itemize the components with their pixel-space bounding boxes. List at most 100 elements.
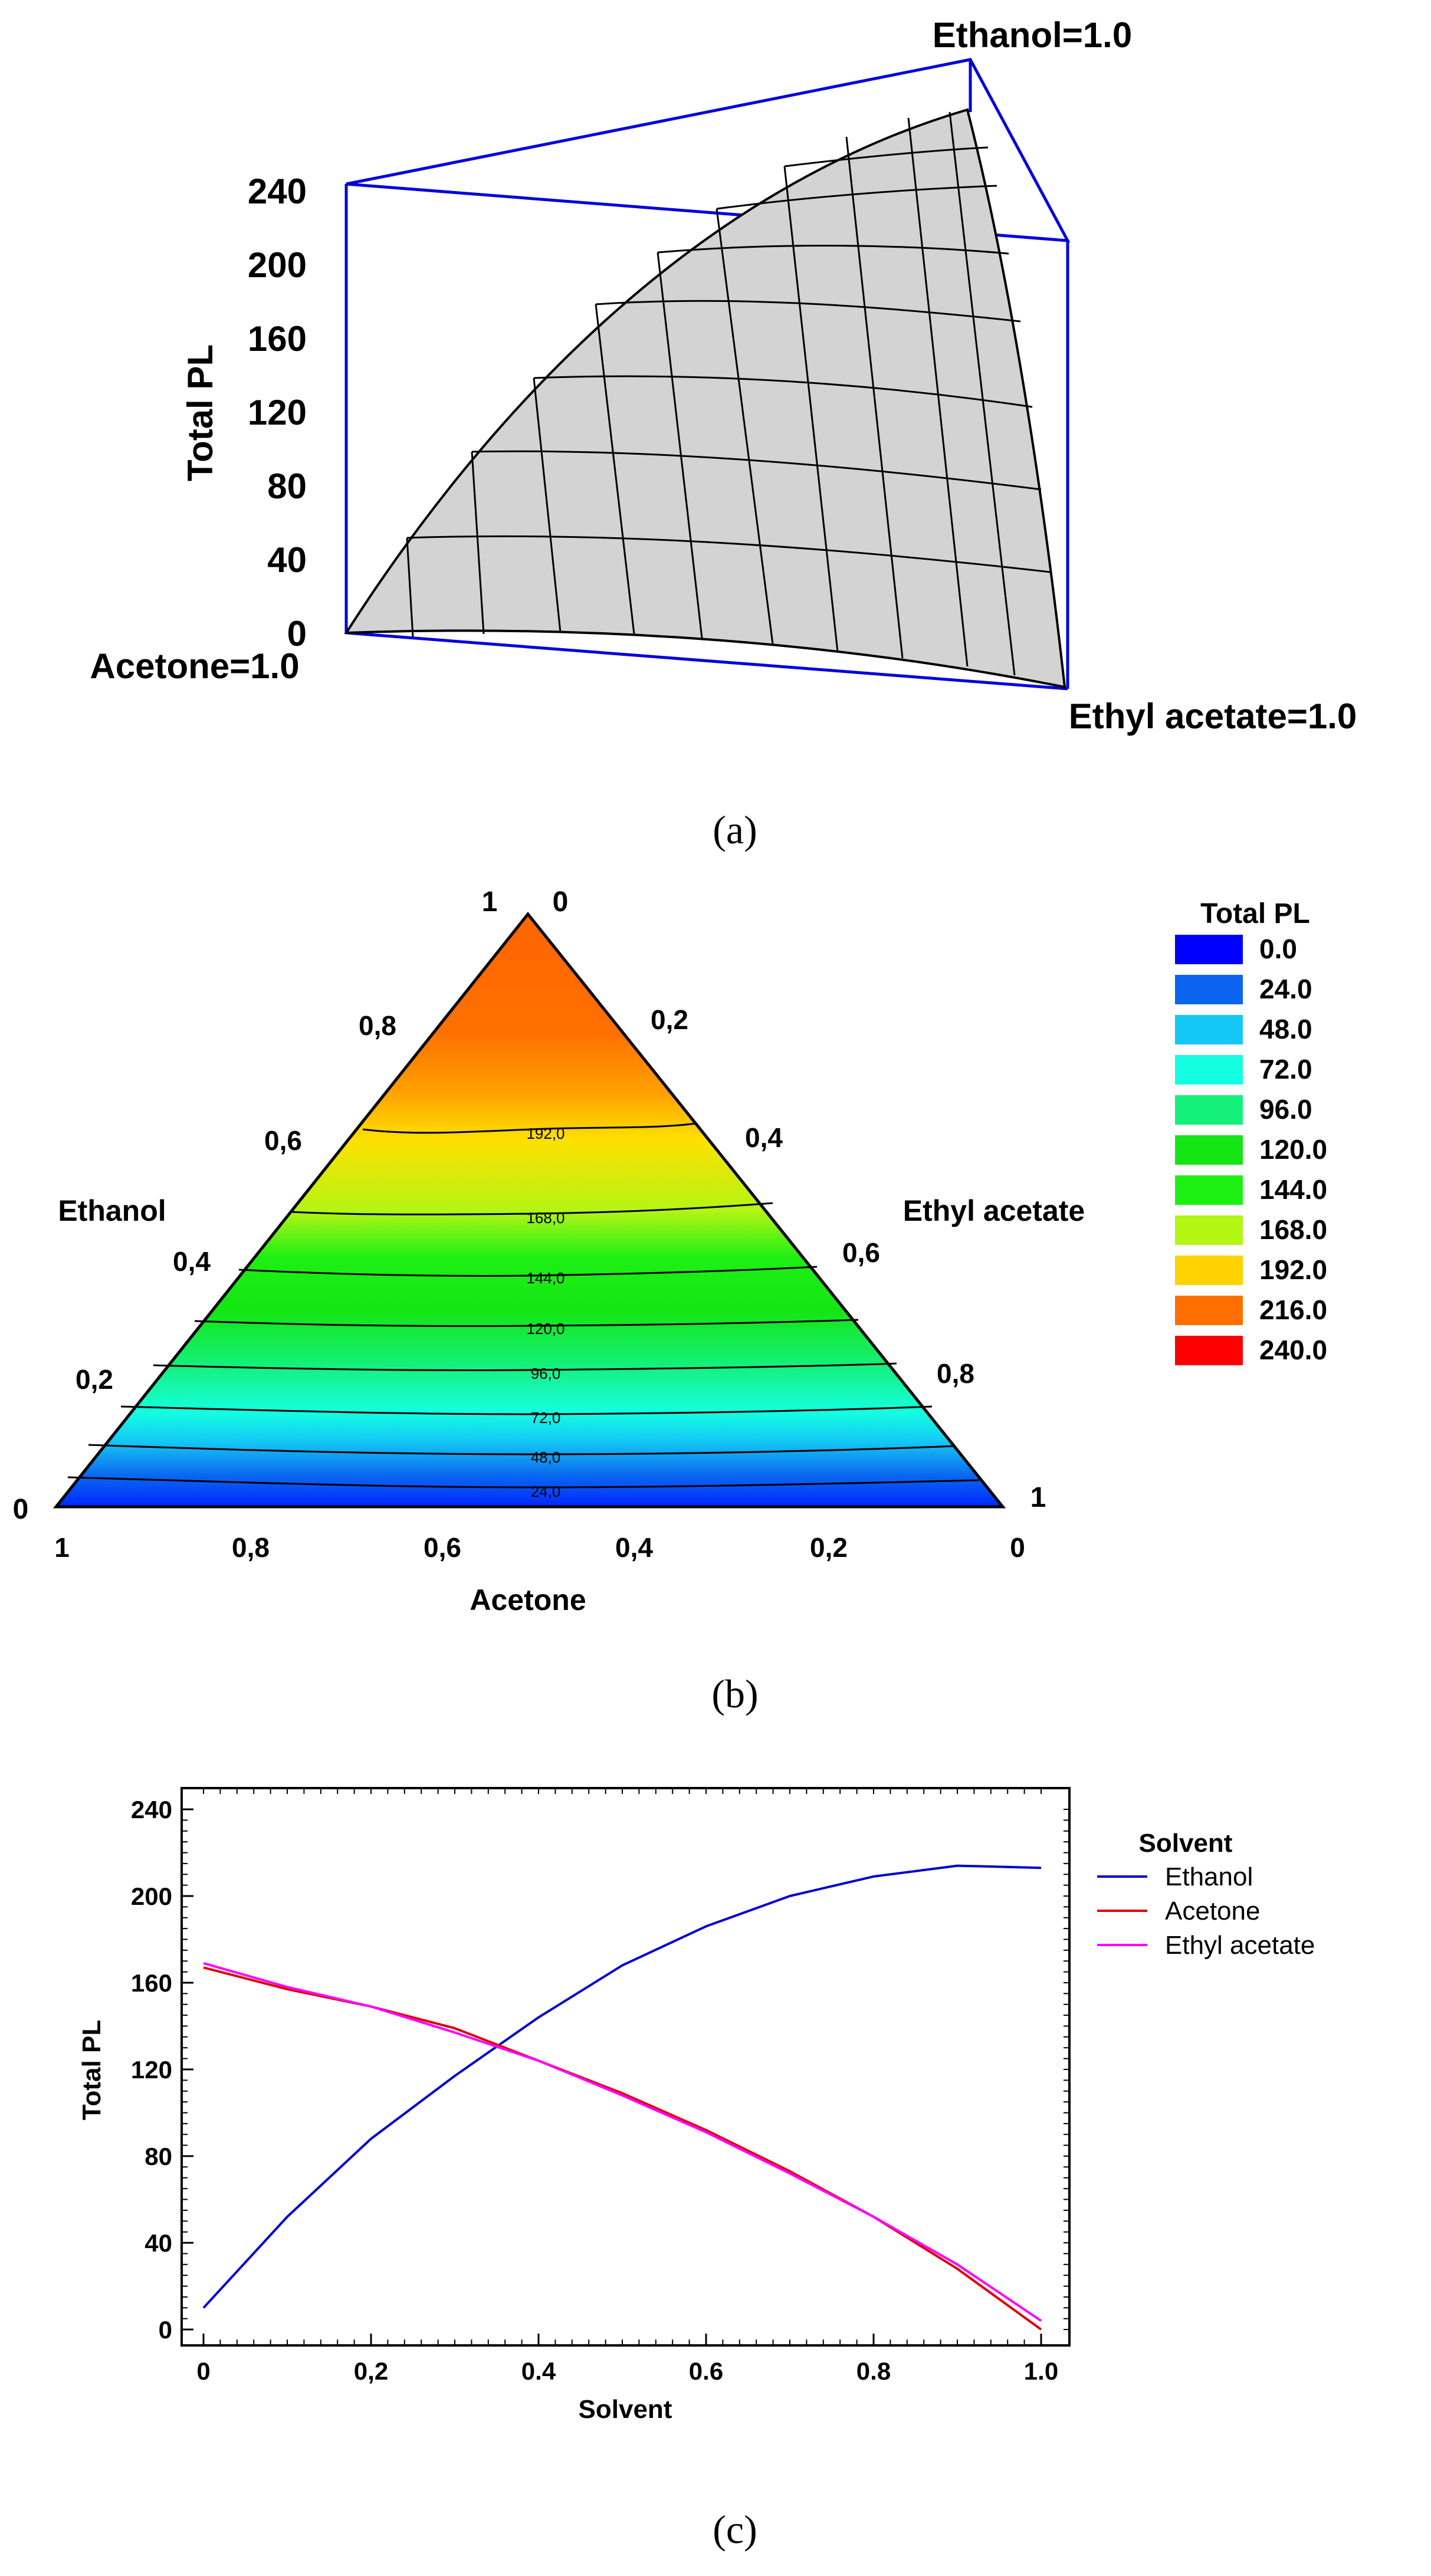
vertex-label-ethanol: Ethanol=1.0 [933,15,1132,55]
legend-label: 24.0 [1259,974,1312,1004]
ethanol-tick-label: 0,8 [359,1010,396,1041]
color-legend: 0.0 24.0 48.0 72.0 96.0 120.0 144.0 168.0 192.0 2… [1175,934,1327,1365]
caption-b: (b) [711,1671,758,1716]
ethanol-axis-ticks: 0,8 0,6 0,4 0,2 [76,1010,396,1395]
contour-label: 120,0 [526,1320,564,1338]
y-tick-label: 200 [131,1882,172,1910]
minor-ticks [182,1788,1069,2345]
panel-a-surface-plot: Ethanol=1.0 Acetone=1.0 Ethyl acetate=1.… [90,15,1357,852]
legend-label: 0.0 [1259,934,1297,964]
y-axis-ticks: 0 40 80 120 160 200 240 [131,1796,193,2344]
legend-swatch [1175,1015,1243,1044]
ethyl-acetate-tick-label: 0,8 [937,1358,974,1389]
axis-title-ethanol: Ethanol [58,1194,166,1227]
legend-label: 240.0 [1259,1335,1327,1365]
y-tick-label: 80 [145,2143,172,2170]
series-lines [202,1864,1042,2331]
acetone-axis-ticks: 1 0,8 0,6 0,4 0,2 0 [54,1532,1025,1563]
series-line-ethyl-acetate [203,1961,1042,2322]
x-tick-label: 0.8 [856,2357,891,2385]
legend-swatch [1175,1256,1243,1285]
z-axis-title: Total PL [180,344,220,481]
vertex-label-acetone: Acetone=1.0 [90,646,299,686]
y-tick-label: 40 [145,2229,172,2257]
legend-swatch [1175,1336,1243,1365]
contour-label: 192,0 [526,1125,564,1142]
y-tick-label: 0 [159,2316,172,2344]
legend-swatch [1175,1175,1243,1205]
x-tick-label: 0.6 [689,2357,723,2385]
contour-label: 96,0 [531,1365,561,1382]
legend-label: 216.0 [1259,1294,1327,1325]
x-axis-ticks: 0 0,2 0.4 0.6 0.8 1.0 [196,2334,1058,2385]
legend-label: 96.0 [1259,1094,1312,1125]
contour-labels: 192,0 168,0 144,0 120,0 96,0 72,0 48,0 24,0 [526,1125,564,1500]
series-line-acetone [203,1966,1042,2331]
y-tick-label: 160 [131,1969,172,1997]
z-tick-label: 0 [287,614,307,653]
z-tick-label: 200 [248,245,307,285]
y-tick-label: 240 [131,1796,172,1823]
legend-title: Total PL [1200,898,1310,929]
response-surface [344,108,1066,689]
y-tick-label: 120 [131,2056,172,2084]
apex-label-ethanol: 1 [482,886,498,918]
z-tick-label: 120 [248,393,307,432]
axis-title-ethyl-acetate: Ethyl acetate [903,1194,1085,1227]
legend-swatch [1175,1296,1243,1325]
ethyl-acetate-tick-label: 0,2 [651,1004,688,1035]
legend-series-label: Acetone [1165,1897,1260,1926]
apex-label-ethyl-acetate: 0 [553,886,569,918]
legend-series-label: Ethyl acetate [1165,1931,1315,1960]
z-tick-label: 80 [267,466,307,506]
plot-frame [180,1787,1071,2347]
x-tick-label: 0 [196,2357,210,2385]
contour-label: 24,0 [531,1483,561,1500]
legend-label: 168.0 [1259,1214,1327,1245]
legend-swatch [1175,1055,1243,1085]
legend-swatch [1175,1215,1243,1245]
acetone-tick-label: 0,6 [424,1532,461,1563]
acetone-tick-label: 1 [54,1532,70,1563]
z-tick-label: 40 [267,540,307,580]
caption-a: (a) [713,807,757,852]
legend-swatch [1175,935,1243,964]
ethyl-acetate-tick-label: 0,6 [842,1237,880,1268]
panel-c-line-plot: 0 40 80 120 160 200 240 0 0,2 0.4 0.6 0.8 1.0 Total… [77,1787,1315,2552]
ethanol-tick-label: 0,2 [76,1364,113,1395]
legend-label: 144.0 [1259,1174,1327,1205]
ethyl-acetate-axis-ticks: 0,2 0,4 0,6 0,8 [651,1004,974,1389]
acetone-tick-label: 0 [1010,1532,1025,1563]
acetone-tick-label: 0,4 [615,1532,653,1563]
ternary-triangle [52,911,1006,1509]
x-tick-label: 1.0 [1024,2357,1058,2385]
ethyl-acetate-tick-label: 0,4 [745,1122,783,1153]
z-axis-ticks: 240 200 160 120 80 40 0 [248,172,307,653]
legend-label: 48.0 [1259,1014,1312,1044]
panel-b-ternary-contour: 192,0 168,0 144,0 120,0 96,0 72,0 48,0 24,0 1 0… [13,886,1327,1716]
vertex-label-ethyl-acetate: Ethyl acetate=1.0 [1069,696,1357,736]
z-tick-label: 240 [248,172,307,211]
contour-label: 72,0 [531,1409,561,1427]
legend-title-solvent: Solvent [1139,1829,1233,1858]
caption-c: (c) [713,2507,757,2552]
corner-label-bottom-right: 1 [1030,1482,1046,1513]
legend-swatch [1175,1095,1243,1125]
contour-lines [67,1122,980,1489]
contour-label: 144,0 [526,1269,564,1287]
ethanol-tick-label: 0,6 [264,1125,302,1156]
surface-frame-base [346,631,1068,691]
x-tick-label: 0,2 [354,2357,388,2385]
z-tick-label: 160 [248,319,307,359]
contour-label: 168,0 [526,1209,564,1227]
axis-title-acetone: Acetone [470,1583,586,1616]
corner-label-bottom-left: 0 [13,1494,29,1525]
legend-series-label: Ethanol [1165,1862,1253,1891]
legend-label: 192.0 [1259,1254,1327,1285]
contour-label: 48,0 [531,1448,561,1466]
surface-top-frame [346,58,1071,242]
y-axis-title: Total PL [77,2020,106,2120]
surface-grid [406,111,1051,676]
legend-swatch [1175,975,1243,1004]
